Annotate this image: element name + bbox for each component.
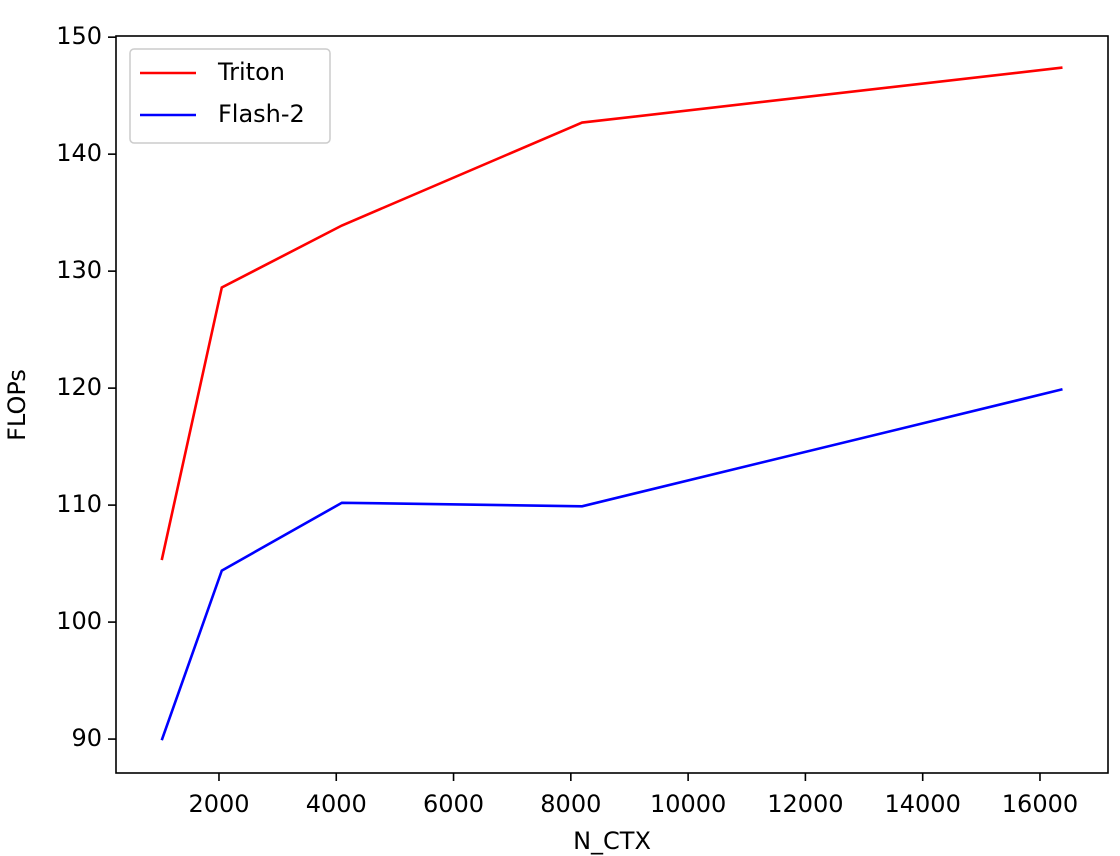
y-tick-label: 130 <box>56 256 102 284</box>
y-tick-label: 140 <box>56 139 102 167</box>
x-tick-label: 2000 <box>188 790 249 818</box>
y-tick-label: 90 <box>71 724 102 752</box>
series-line <box>160 388 1063 741</box>
x-tick-label: 10000 <box>650 790 726 818</box>
x-tick-label: 8000 <box>540 790 601 818</box>
x-axis-label: N_CTX <box>573 827 651 855</box>
series-line <box>160 66 1063 561</box>
x-tick-label: 16000 <box>1002 790 1078 818</box>
y-axis-label: FLOPs <box>3 369 31 441</box>
y-tick-label: 150 <box>56 22 102 50</box>
x-tick-label: 4000 <box>306 790 367 818</box>
y-tick-label: 120 <box>56 373 102 401</box>
x-tick-label: 14000 <box>885 790 961 818</box>
legend-label: Triton <box>217 58 285 86</box>
legend-label: Flash-2 <box>218 100 305 128</box>
x-tick-label: 12000 <box>767 790 843 818</box>
y-tick-label: 100 <box>56 607 102 635</box>
y-tick-label: 110 <box>56 490 102 518</box>
x-tick-label: 6000 <box>423 790 484 818</box>
plot-frame <box>115 35 1109 774</box>
